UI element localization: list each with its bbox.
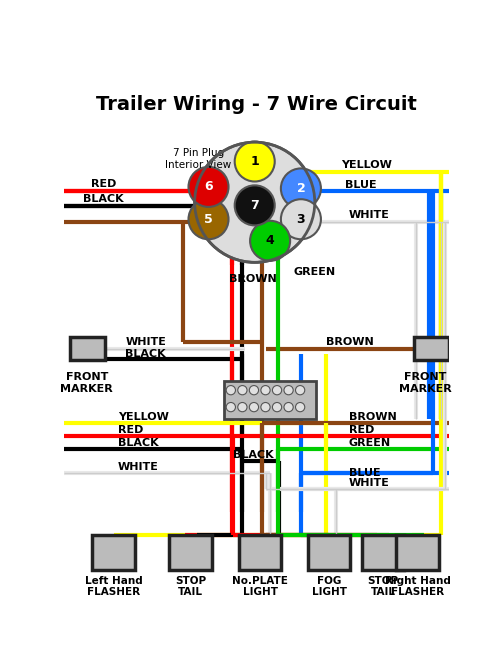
Circle shape [272, 386, 281, 395]
Text: FOG
LIGHT: FOG LIGHT [312, 576, 347, 597]
Circle shape [261, 386, 270, 395]
Text: GREEN: GREEN [293, 267, 336, 277]
Circle shape [226, 403, 235, 412]
Text: Left Hand
FLASHER: Left Hand FLASHER [85, 576, 142, 597]
Text: WHITE: WHITE [118, 462, 158, 472]
Text: STOP
TAIL: STOP TAIL [368, 576, 399, 597]
Bar [70, 337, 104, 360]
Text: 1: 1 [250, 155, 259, 168]
Text: RED: RED [348, 425, 374, 435]
Text: BLACK: BLACK [233, 450, 274, 460]
Text: GREEN: GREEN [348, 437, 391, 448]
Text: FRONT
MARKER: FRONT MARKER [60, 372, 113, 394]
Bar [362, 535, 404, 570]
Text: 6: 6 [204, 180, 213, 194]
Text: FRONT
MARKER: FRONT MARKER [400, 372, 452, 394]
Circle shape [238, 386, 247, 395]
Circle shape [238, 403, 247, 412]
Text: WHITE: WHITE [348, 210, 390, 220]
Bar [238, 535, 281, 570]
Circle shape [234, 185, 275, 225]
Text: STOP
TAIL: STOP TAIL [175, 576, 206, 597]
Text: BROWN: BROWN [230, 274, 277, 284]
Text: BLACK: BLACK [83, 194, 124, 204]
Circle shape [281, 199, 321, 239]
Text: BLUE: BLUE [348, 468, 380, 478]
Text: YELLOW: YELLOW [118, 412, 168, 422]
Circle shape [284, 386, 293, 395]
Circle shape [296, 386, 305, 395]
Circle shape [250, 403, 258, 412]
Circle shape [296, 403, 305, 412]
Circle shape [188, 167, 228, 207]
Text: BROWN: BROWN [348, 412, 397, 422]
Text: 4: 4 [266, 235, 274, 247]
Circle shape [234, 142, 275, 181]
Text: BLUE: BLUE [345, 179, 376, 190]
Text: YELLOW: YELLOW [341, 161, 392, 170]
Text: BLACK: BLACK [118, 437, 158, 448]
Text: Trailer Wiring - 7 Wire Circuit: Trailer Wiring - 7 Wire Circuit [96, 95, 416, 114]
Circle shape [250, 221, 290, 261]
Text: 5: 5 [204, 213, 213, 226]
Circle shape [281, 169, 321, 208]
Text: BROWN: BROWN [326, 337, 374, 347]
Circle shape [250, 386, 258, 395]
Text: RED: RED [118, 425, 143, 435]
Text: BLACK: BLACK [126, 349, 166, 359]
Bar [308, 535, 350, 570]
Circle shape [194, 142, 315, 262]
Text: WHITE: WHITE [348, 478, 390, 488]
Bar [224, 381, 316, 419]
Circle shape [272, 403, 281, 412]
Text: No.PLATE
LIGHT: No.PLATE LIGHT [232, 576, 288, 597]
Bar [92, 535, 134, 570]
Circle shape [284, 403, 293, 412]
Text: 3: 3 [296, 213, 305, 226]
Text: WHITE: WHITE [126, 337, 166, 347]
Bar [414, 337, 449, 360]
Text: 7: 7 [250, 199, 259, 212]
Text: 7 Pin Plug
Interior View: 7 Pin Plug Interior View [166, 149, 232, 170]
Text: 2: 2 [296, 182, 306, 195]
Circle shape [226, 386, 235, 395]
Text: Right Hand
FLASHER: Right Hand FLASHER [385, 576, 451, 597]
Circle shape [188, 199, 228, 239]
Text: RED: RED [90, 179, 116, 189]
Circle shape [261, 403, 270, 412]
Bar [396, 535, 438, 570]
Bar [169, 535, 212, 570]
